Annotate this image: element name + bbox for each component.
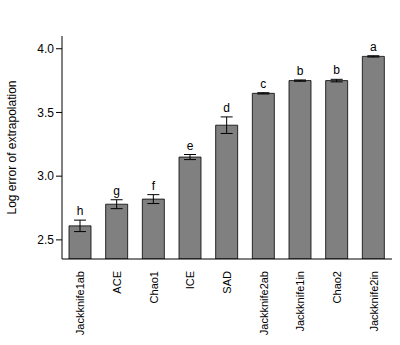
svg-text:ICE: ICE <box>184 271 196 289</box>
svg-text:Chao2: Chao2 <box>331 271 343 303</box>
svg-text:3.0: 3.0 <box>37 169 54 183</box>
svg-text:c: c <box>260 77 266 91</box>
svg-text:3.5: 3.5 <box>37 106 54 120</box>
svg-text:Jackknife1ab: Jackknife1ab <box>74 271 86 335</box>
svg-text:Chao1: Chao1 <box>148 271 160 303</box>
svg-text:Jackknife2ab: Jackknife2ab <box>258 271 270 335</box>
svg-text:ACE: ACE <box>111 271 123 294</box>
svg-text:d: d <box>223 101 230 115</box>
svg-text:g: g <box>113 184 120 198</box>
svg-text:e: e <box>187 139 194 153</box>
svg-text:SAD: SAD <box>221 271 233 294</box>
svg-text:4.0: 4.0 <box>37 42 54 56</box>
svg-text:b: b <box>297 64 304 78</box>
svg-text:b: b <box>333 63 340 77</box>
svg-text:h: h <box>77 204 84 218</box>
svg-text:2.5: 2.5 <box>37 233 54 247</box>
svg-text:Jackknife1in: Jackknife1in <box>294 271 306 332</box>
svg-text:Log error of extrapolation: Log error of extrapolation <box>8 80 19 214</box>
svg-text:Jackknife2in: Jackknife2in <box>368 271 380 332</box>
svg-text:a: a <box>370 40 377 54</box>
svg-text:f: f <box>152 179 156 193</box>
